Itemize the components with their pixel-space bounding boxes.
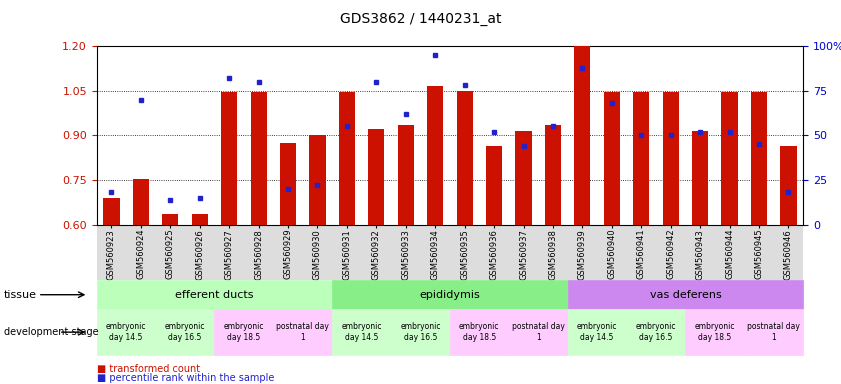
Text: embryonic
day 14.5: embryonic day 14.5: [341, 323, 382, 342]
Text: efferent ducts: efferent ducts: [175, 290, 254, 300]
Bar: [633, 92, 649, 225]
Bar: [192, 214, 208, 225]
Bar: [663, 92, 679, 225]
Text: postnatal day
1: postnatal day 1: [512, 323, 564, 342]
Text: tissue: tissue: [4, 290, 37, 300]
Text: embryonic
day 16.5: embryonic day 16.5: [165, 323, 205, 342]
Text: embryonic
day 14.5: embryonic day 14.5: [106, 323, 146, 342]
Text: embryonic
day 16.5: embryonic day 16.5: [400, 323, 441, 342]
Text: embryonic
day 18.5: embryonic day 18.5: [695, 323, 735, 342]
Bar: [162, 214, 178, 225]
Bar: [751, 92, 767, 225]
Bar: [221, 92, 237, 225]
Text: embryonic
day 18.5: embryonic day 18.5: [459, 323, 500, 342]
Bar: [398, 125, 414, 225]
Bar: [722, 92, 738, 225]
Text: ■ transformed count: ■ transformed count: [97, 364, 200, 374]
Bar: [427, 86, 443, 225]
Bar: [574, 46, 590, 225]
Bar: [251, 92, 267, 225]
Bar: [692, 131, 708, 225]
Text: embryonic
day 16.5: embryonic day 16.5: [636, 323, 676, 342]
Bar: [457, 91, 473, 225]
Bar: [780, 146, 796, 225]
Bar: [516, 131, 532, 225]
Bar: [604, 92, 620, 225]
Bar: [486, 146, 502, 225]
Text: postnatal day
1: postnatal day 1: [748, 323, 800, 342]
Bar: [103, 198, 119, 225]
Bar: [133, 179, 149, 225]
Text: GDS3862 / 1440231_at: GDS3862 / 1440231_at: [340, 12, 501, 25]
Bar: [280, 143, 296, 225]
Text: embryonic
day 14.5: embryonic day 14.5: [577, 323, 617, 342]
Text: embryonic
day 18.5: embryonic day 18.5: [224, 323, 264, 342]
Text: epididymis: epididymis: [420, 290, 480, 300]
Text: postnatal day
1: postnatal day 1: [277, 323, 329, 342]
Bar: [309, 135, 325, 225]
Bar: [339, 92, 355, 225]
Text: ■ percentile rank within the sample: ■ percentile rank within the sample: [97, 373, 274, 383]
Text: development stage: development stage: [4, 327, 99, 337]
Bar: [545, 125, 561, 225]
Bar: [368, 129, 384, 225]
Text: vas deferens: vas deferens: [649, 290, 722, 300]
